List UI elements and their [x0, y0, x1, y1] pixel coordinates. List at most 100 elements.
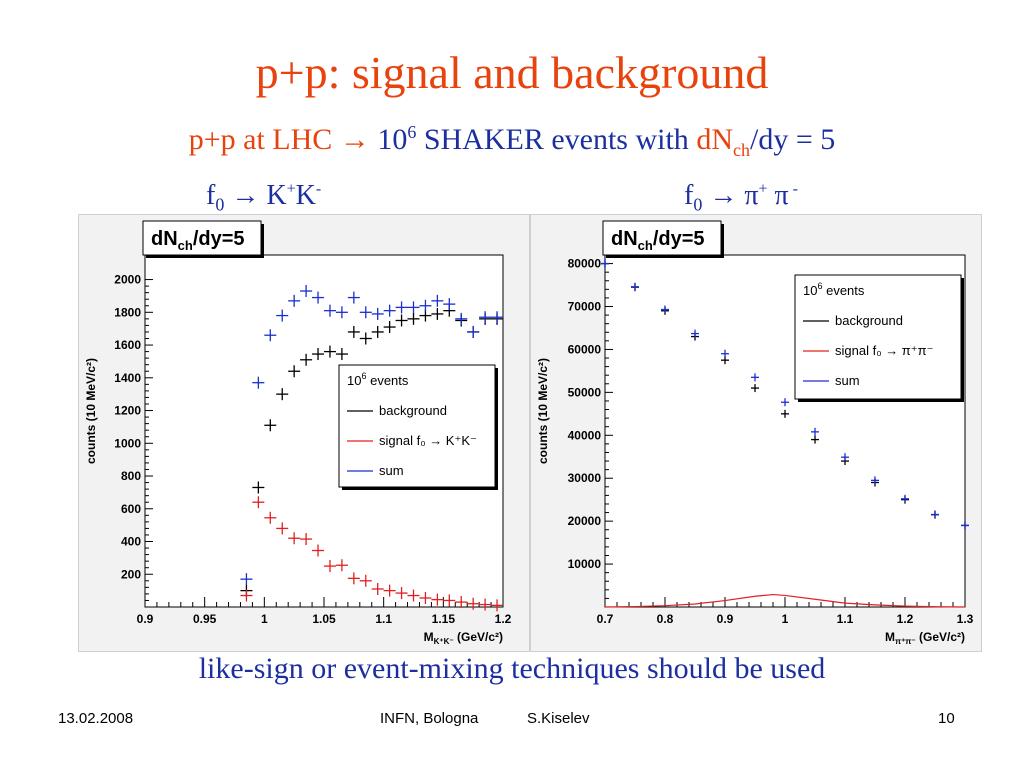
- data-point-background: [347, 325, 360, 338]
- subtitle-exponent: 6: [407, 122, 417, 142]
- data-point-background: [781, 409, 789, 418]
- left-channel-f: f: [206, 180, 216, 211]
- data-point-sum: [455, 312, 468, 325]
- data-point-signal: [252, 496, 265, 509]
- footer-author: S.Kiselev: [527, 710, 590, 727]
- x-tick-label: 1: [261, 612, 268, 626]
- legend-header: 106 events: [347, 371, 409, 388]
- left-channel-charge2: -: [315, 180, 322, 198]
- data-point-sum: [961, 521, 969, 530]
- slide-title: p+p: signal and background: [255, 47, 769, 98]
- left-channel-sub: 0: [215, 194, 225, 215]
- left-channel-charge1: +: [286, 180, 296, 198]
- data-point-signal: [479, 598, 492, 611]
- y-tick-label: 50000: [568, 385, 602, 399]
- data-point-signal: [335, 559, 348, 572]
- data-point-sum: [661, 305, 669, 314]
- data-point-background: [312, 348, 325, 361]
- data-point-sum: [347, 291, 360, 304]
- x-tick-label: 0.8: [657, 612, 674, 626]
- data-point-background: [359, 332, 372, 345]
- x-tick-label: 0.7: [597, 612, 614, 626]
- data-point-sum: [691, 329, 699, 338]
- data-point-sum: [467, 325, 480, 338]
- data-point-signal: [395, 587, 408, 600]
- chart-title: dNch/dy=5: [151, 228, 245, 253]
- data-point-signal: [312, 544, 325, 557]
- right-channel-charge1: +: [758, 180, 768, 198]
- y-tick-label: 2000: [114, 273, 141, 287]
- x-tick-label: 0.9: [137, 612, 154, 626]
- data-point-background: [751, 384, 759, 393]
- data-point-signal: [371, 582, 384, 595]
- data-point-sum: [312, 291, 325, 304]
- right-channel-arrow-icon: →: [709, 180, 738, 211]
- data-point-sum: [323, 304, 336, 317]
- signal-curve: [604, 593, 966, 608]
- y-tick-label: 40000: [568, 428, 602, 442]
- right-channel-prod2: π: [767, 180, 789, 211]
- data-point-background: [371, 325, 384, 338]
- data-point-signal: [264, 511, 277, 524]
- y-axis-label: counts (10 MeV/c²): [536, 358, 550, 464]
- data-point-background: [323, 345, 336, 358]
- bottom-note: like-sign or event-mixing techniques sho…: [198, 652, 826, 685]
- data-point-background: [276, 388, 289, 401]
- data-point-sum: [431, 294, 444, 307]
- data-point-sum: [335, 306, 348, 319]
- legend-entry: signal f₀ → π⁺π⁻: [835, 343, 933, 358]
- legend-entry: sum: [835, 373, 860, 388]
- y-tick-label: 70000: [568, 300, 602, 314]
- data-point-signal: [431, 593, 444, 606]
- x-tick-label: 1.2: [897, 612, 914, 626]
- x-tick-label: 1.3: [957, 612, 974, 626]
- data-point-sum: [781, 398, 789, 407]
- legend-entry: background: [379, 403, 447, 418]
- chart-title-box: [602, 220, 722, 256]
- chart-panel-pipi: 10000 20000 30000 40000 50000 60000 70000 80000…: [530, 214, 982, 652]
- left-channel-label: f0 → K+K-: [206, 180, 321, 216]
- data-point-sum: [252, 376, 265, 389]
- data-point-signal: [419, 591, 432, 604]
- legend-entry: signal f₀ → K⁺K⁻: [379, 433, 477, 448]
- data-point-background: [335, 348, 348, 361]
- x-tick-label: 0.95: [193, 612, 217, 626]
- data-point-sum: [276, 309, 289, 322]
- data-point-sum: [841, 453, 849, 462]
- y-tick-label: 30000: [568, 471, 602, 485]
- data-point-sum: [288, 294, 301, 307]
- legend-header: 106 events: [803, 281, 865, 298]
- chart-panel-kk: 200 400 600 800 1000 1200 1400 1600 1800 2000 0.9 0…: [78, 214, 530, 652]
- x-tick-label: 1.1: [837, 612, 854, 626]
- data-point-sum: [901, 494, 909, 503]
- data-point-signal: [467, 597, 480, 610]
- left-channel-arrow-icon: →: [231, 180, 260, 211]
- data-point-sum: [751, 373, 759, 382]
- subtitle-suffix: /dy = 5: [749, 123, 836, 156]
- data-point-sum: [931, 510, 939, 519]
- data-point-signal: [288, 532, 301, 545]
- right-channel-charge2: -: [788, 180, 798, 198]
- x-tick-label: 1.1: [375, 612, 392, 626]
- data-point-background: [300, 353, 313, 366]
- y-tick-label: 60000: [568, 342, 602, 356]
- footer-date: 13.02.2008: [58, 710, 134, 727]
- data-point-signal: [240, 589, 253, 602]
- footer-page: 10: [938, 710, 955, 727]
- data-point-signal: [491, 599, 504, 612]
- data-point-sum: [359, 306, 372, 319]
- right-channel-sub: 0: [693, 194, 703, 215]
- chart-pipi: 10000 20000 30000 40000 50000 60000 70000 80000…: [536, 220, 974, 646]
- y-tick-label: 1200: [114, 404, 141, 418]
- y-tick-label: 1400: [114, 371, 141, 385]
- legend-entry: sum: [379, 463, 404, 478]
- y-tick-label: 400: [121, 535, 141, 549]
- data-point-sum: [264, 329, 277, 342]
- y-tick-label: 1600: [114, 338, 141, 352]
- data-point-sum: [300, 285, 313, 298]
- x-axis-label: MK⁺K⁻ (GeV/c²): [424, 630, 503, 646]
- data-point-sum: [601, 259, 609, 268]
- data-point-background: [264, 419, 277, 432]
- y-tick-label: 1000: [114, 436, 141, 450]
- x-axis-label: Mπ⁺π⁻ (GeV/c²): [885, 630, 965, 646]
